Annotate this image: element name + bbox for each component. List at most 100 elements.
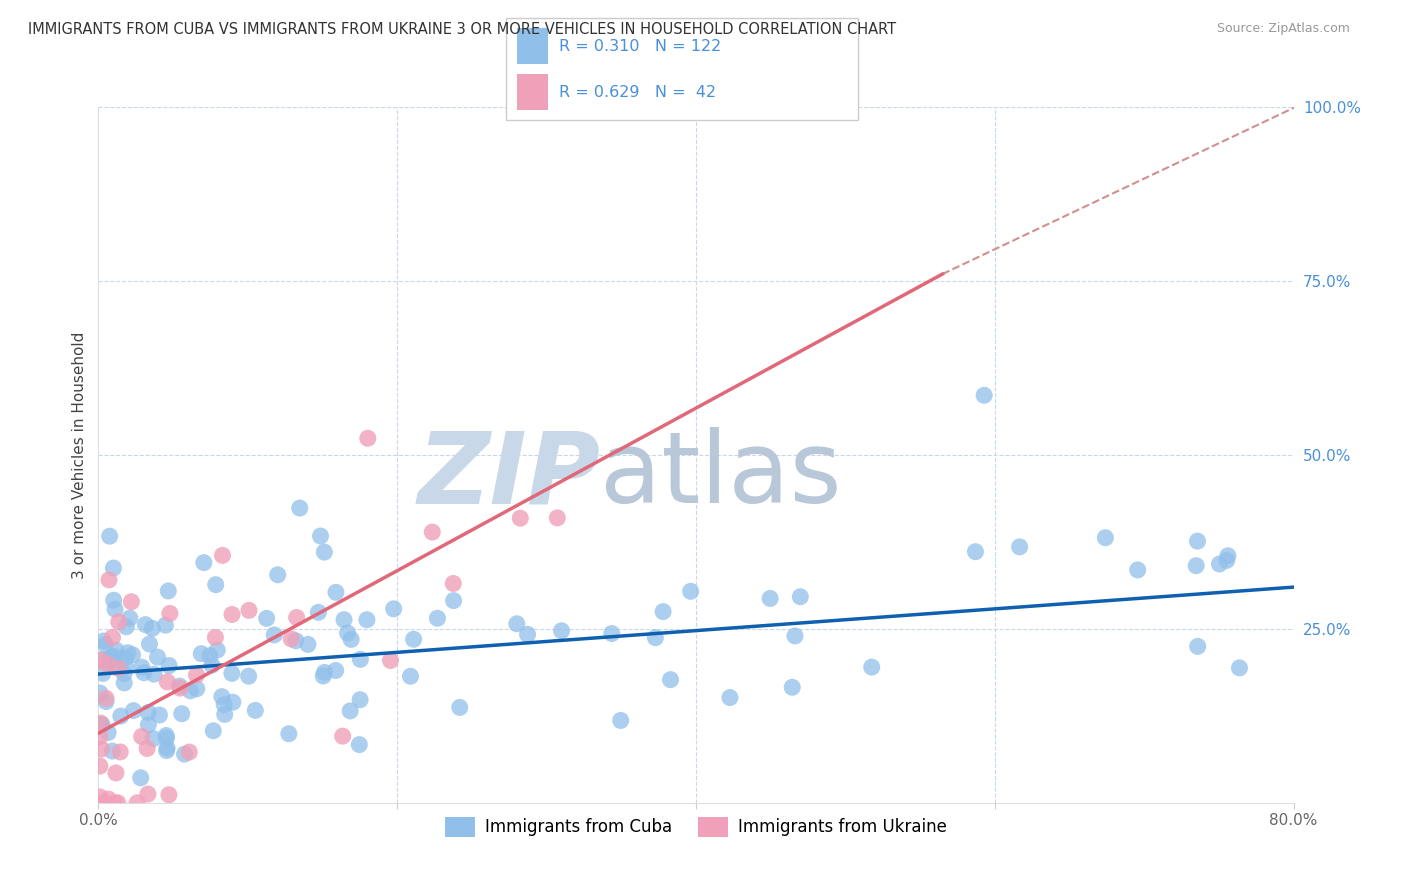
Point [173, 747, 195, 761]
Point [600, 626, 623, 640]
Point [132, 665, 155, 680]
Point [129, 771, 152, 785]
Point [221, 666, 243, 681]
Point [118, 611, 141, 625]
Point [201, 658, 224, 673]
Point [90, 653, 112, 667]
Point [186, 681, 208, 696]
Point [157, 788, 180, 802]
Point [399, 669, 422, 683]
Point [136, 787, 159, 801]
Point [314, 545, 336, 559]
Point [104, 766, 127, 780]
Point [1126, 563, 1149, 577]
Point [90, 653, 112, 667]
Point [115, 620, 138, 634]
Point [89, 759, 111, 773]
Point [169, 681, 191, 695]
Point [420, 524, 443, 539]
Point [288, 501, 311, 516]
Point [1094, 531, 1116, 545]
Point [120, 595, 142, 609]
Point [98, 529, 121, 543]
Point [1187, 534, 1209, 549]
Point [159, 607, 181, 621]
Point [93, 796, 115, 810]
Point [238, 669, 260, 683]
Point [679, 584, 702, 599]
Point [546, 511, 568, 525]
Point [1008, 540, 1031, 554]
Point [277, 727, 299, 741]
Point [94, 638, 117, 652]
Point [340, 632, 363, 647]
Point [94, 694, 117, 708]
Point [101, 631, 124, 645]
Point [339, 704, 361, 718]
Point [783, 629, 806, 643]
Point [285, 610, 308, 624]
Point [100, 651, 122, 665]
Point [441, 576, 464, 591]
Point [89, 730, 111, 744]
Point [516, 627, 538, 641]
Point [107, 661, 129, 675]
Point [138, 637, 160, 651]
Point [380, 653, 402, 667]
Point [1185, 558, 1208, 573]
Point [1229, 661, 1251, 675]
Point [131, 660, 153, 674]
Point [114, 650, 136, 665]
Point [314, 665, 336, 680]
Point [97, 725, 120, 739]
Point [263, 628, 285, 642]
Point [190, 647, 212, 661]
Point [100, 649, 122, 664]
Point [105, 643, 128, 657]
Point [382, 602, 405, 616]
Point [142, 731, 165, 746]
Point [550, 624, 572, 638]
Point [179, 745, 201, 759]
Point [759, 591, 782, 606]
Point [141, 621, 163, 635]
Point [156, 743, 179, 757]
Point [284, 633, 307, 648]
Point [402, 632, 425, 647]
Point [103, 561, 125, 575]
Point [155, 729, 177, 743]
Point [1216, 549, 1239, 563]
Point [222, 695, 245, 709]
Point [312, 669, 335, 683]
Point [136, 706, 159, 720]
Point [146, 650, 169, 665]
Y-axis label: 3 or more Vehicles in Household: 3 or more Vehicles in Household [72, 331, 87, 579]
Point [325, 585, 347, 599]
Point [104, 649, 127, 664]
Point [357, 431, 380, 445]
Point [131, 730, 153, 744]
Text: R = 0.310   N = 122: R = 0.310 N = 122 [560, 38, 721, 54]
Point [138, 717, 160, 731]
Point [659, 673, 682, 687]
Point [103, 593, 125, 607]
Point [93, 634, 115, 648]
Point [186, 668, 208, 682]
Point [179, 683, 201, 698]
Point [148, 708, 170, 723]
Point [155, 731, 177, 745]
Point [280, 632, 302, 646]
Point [309, 529, 332, 543]
Point [193, 556, 215, 570]
Point [89, 789, 111, 804]
Point [973, 388, 995, 402]
Point [509, 511, 531, 525]
Point [221, 607, 243, 622]
Point [204, 631, 226, 645]
Point [156, 740, 179, 755]
Point [297, 637, 319, 651]
Point [136, 741, 159, 756]
Point [97, 792, 120, 806]
Point [155, 618, 177, 632]
Text: IMMIGRANTS FROM CUBA VS IMMIGRANTS FROM UKRAINE 3 OR MORE VEHICLES IN HOUSEHOLD : IMMIGRANTS FROM CUBA VS IMMIGRANTS FROM … [28, 22, 896, 37]
